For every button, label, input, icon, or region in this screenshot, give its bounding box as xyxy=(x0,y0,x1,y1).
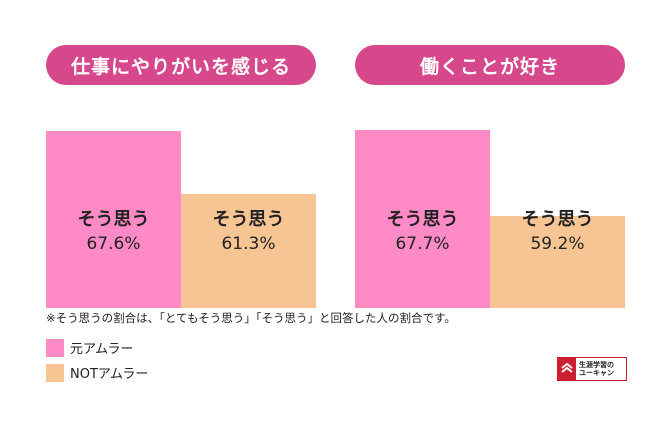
chart1-bar-moto: そう思う 67.6% xyxy=(46,131,181,308)
chart2-bar-moto-label: そう思う xyxy=(386,209,459,230)
legend-label-not: NOTアムラー xyxy=(70,367,149,382)
chart1-bar-not-text: そう思う 61.3% xyxy=(181,208,316,256)
chart2-bar-not-value: 59.2% xyxy=(530,234,585,254)
ucan-logo-line2: ユーキャン xyxy=(579,369,614,377)
chart2-bar-moto-text: そう思う 67.7% xyxy=(355,208,490,256)
ucan-logo-line1: 生涯学習の xyxy=(579,361,614,369)
ucan-logo-text: 生涯学習の ユーキャン xyxy=(576,361,614,377)
legend-item-not: NOTアムラー xyxy=(46,363,148,382)
chart1-bar-not-value: 61.3% xyxy=(221,234,276,254)
chart2-bar-not-text: そう思う 59.2% xyxy=(490,208,625,256)
chart1-bar-not-label: そう思う xyxy=(212,209,285,230)
chart2-bar-moto: そう思う 67.7% xyxy=(355,130,490,308)
chart1-title: 仕事にやりがいを感じる xyxy=(46,45,316,85)
ucan-logo: 生涯学習の ユーキャン xyxy=(557,357,627,381)
legend-swatch-moto xyxy=(46,338,64,357)
legend-item-moto: 元アムラー xyxy=(46,338,133,357)
chart2-bar-not: そう思う 59.2% xyxy=(490,209,625,308)
ucan-logo-mark-icon xyxy=(558,358,576,380)
footnote: ※そう思うの割合は、「とてもそう思う」「そう思う」と回答した人の割合です。 xyxy=(46,311,456,325)
legend-label-moto: 元アムラー xyxy=(70,342,134,357)
chart1-bar-moto-value: 67.6% xyxy=(86,234,141,254)
chart1-bar-not: そう思う 61.3% xyxy=(181,194,316,308)
chart2-title: 働くことが好き xyxy=(355,45,625,85)
chart1-bar-moto-text: そう思う 67.6% xyxy=(46,208,181,256)
legend-swatch-not xyxy=(46,363,64,382)
chart2-bar-not-label: そう思う xyxy=(521,209,594,230)
chart1-bar-moto-label: そう思う xyxy=(77,209,150,230)
chart2-bar-moto-value: 67.7% xyxy=(395,234,450,254)
